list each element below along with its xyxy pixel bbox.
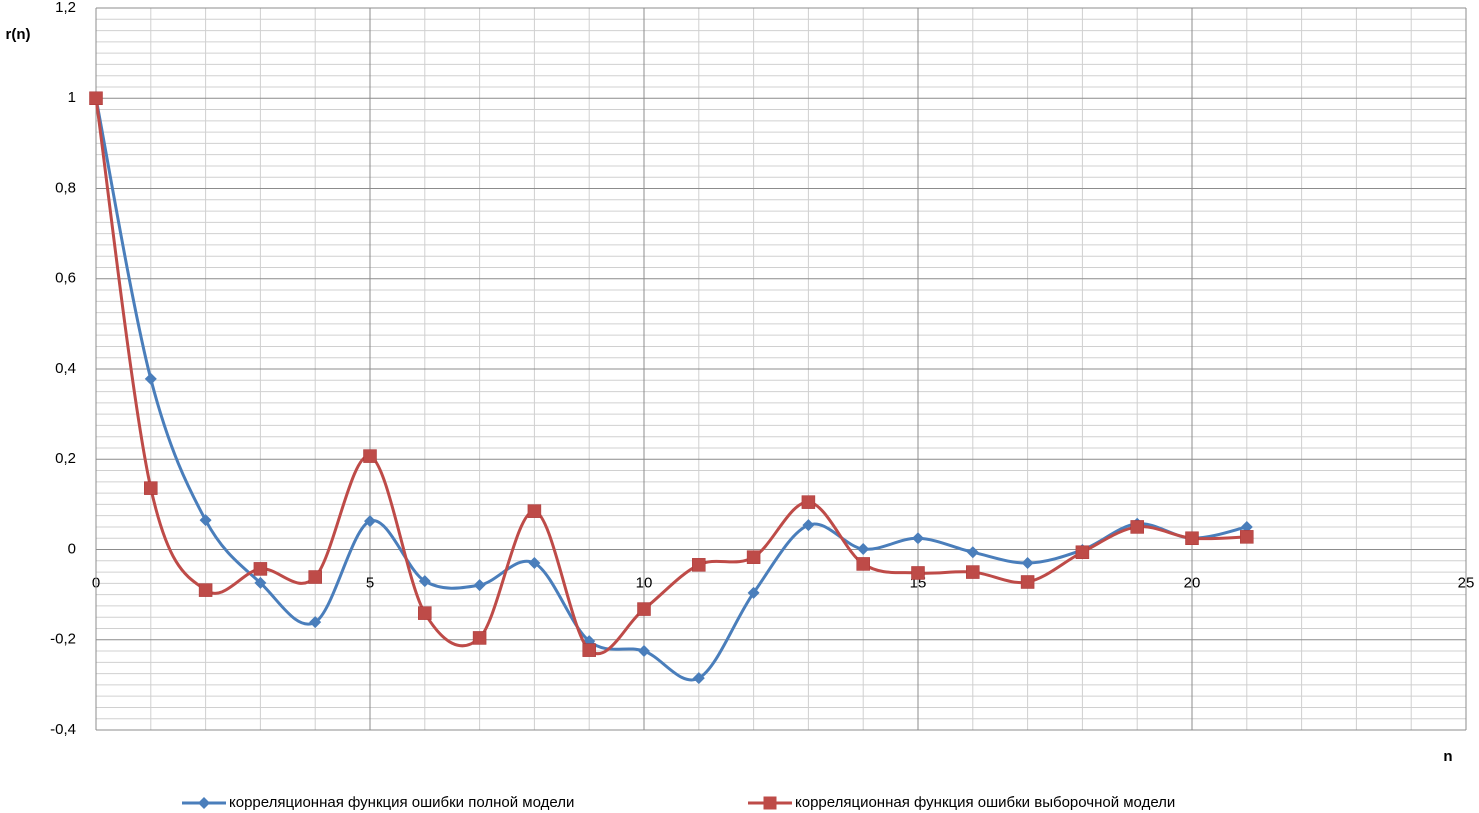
marker	[308, 570, 322, 584]
marker	[911, 566, 925, 580]
marker	[1240, 530, 1254, 544]
marker	[966, 565, 980, 579]
marker	[253, 562, 268, 576]
x-tick-label: 25	[1458, 574, 1475, 591]
marker	[1075, 545, 1090, 559]
marker	[144, 481, 158, 495]
y-tick-label: 0,6	[55, 270, 76, 287]
marker	[912, 532, 924, 545]
marker	[966, 546, 979, 559]
marker	[254, 576, 267, 589]
y-axis-title: r(n)	[6, 26, 31, 43]
marker	[89, 91, 103, 105]
marker	[856, 557, 870, 571]
series-line	[94, 98, 1247, 655]
marker	[801, 495, 816, 509]
legend-label: корреляционная функция ошибки выборочной…	[795, 794, 1175, 811]
marker	[1021, 557, 1034, 570]
marker	[692, 672, 705, 685]
marker	[472, 631, 487, 645]
marker	[198, 583, 213, 597]
marker	[199, 514, 212, 527]
legend-marker	[198, 797, 210, 809]
marker	[144, 372, 157, 385]
marker	[309, 616, 322, 629]
marker	[637, 602, 651, 616]
marker	[364, 515, 376, 528]
y-tick-label: 1,2	[55, 0, 76, 16]
marker	[473, 579, 486, 592]
marker	[692, 558, 706, 572]
y-tick-label: -0,2	[50, 631, 76, 648]
marker	[528, 557, 541, 570]
marker	[746, 550, 761, 564]
y-tick-label: 0,2	[55, 450, 76, 467]
y-tick-label: 0	[68, 540, 76, 557]
marker	[363, 449, 377, 463]
x-tick-label: 5	[366, 574, 374, 591]
y-tick-label: -0,4	[50, 721, 76, 738]
marker	[1185, 531, 1199, 545]
x-tick-label: 20	[1184, 574, 1201, 591]
marker	[638, 645, 650, 658]
marker	[418, 606, 432, 620]
marker	[1130, 520, 1144, 534]
x-axis-title: n	[1443, 748, 1452, 765]
x-tick-label: 10	[636, 574, 653, 591]
series-line	[94, 97, 1248, 682]
marker	[802, 519, 815, 532]
marker	[418, 575, 431, 588]
marker	[1020, 575, 1035, 589]
marker	[582, 643, 596, 657]
marker	[1240, 520, 1253, 533]
marker	[747, 586, 760, 599]
y-tick-label: 0,8	[55, 179, 76, 196]
marker	[857, 543, 870, 556]
legend-label: корреляционная функция ошибки полной мод…	[229, 794, 574, 811]
marker	[527, 504, 542, 518]
legend-marker	[763, 796, 777, 810]
y-tick-label: 1	[68, 89, 76, 106]
y-tick-label: 0,4	[55, 360, 76, 377]
